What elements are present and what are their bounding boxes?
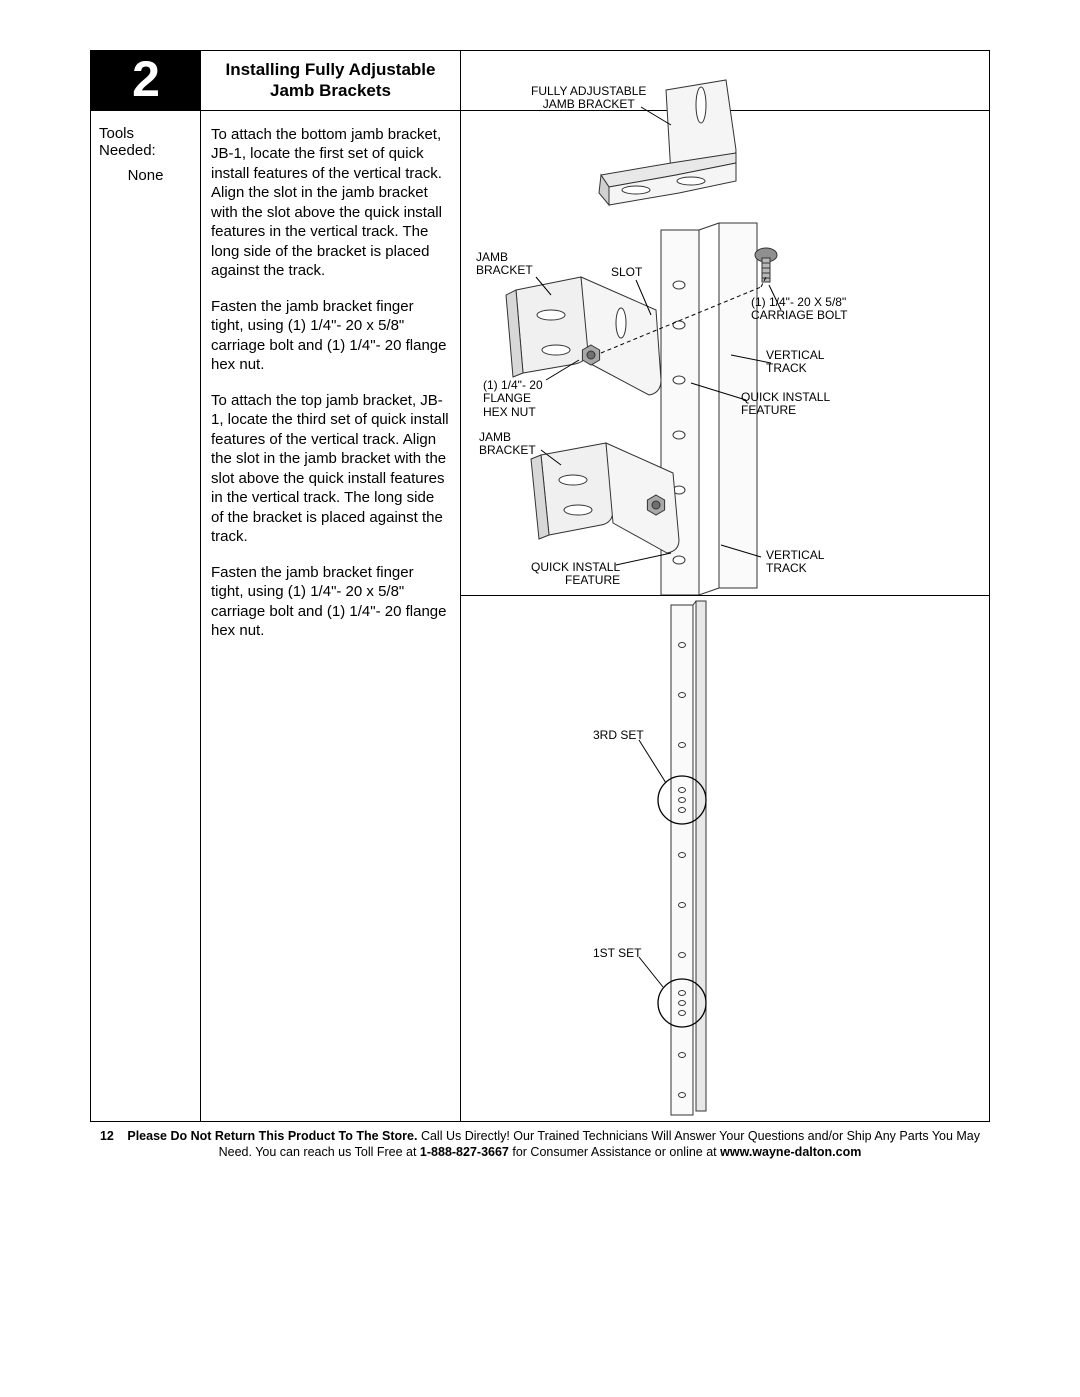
footer-phone: 1-888-827-3667 bbox=[420, 1145, 509, 1159]
top-diagram-svg bbox=[461, 55, 981, 595]
label-quick-install-2: QUICK INSTALL FEATURE bbox=[531, 561, 620, 589]
label-jamb-bracket: JAMB BRACKET bbox=[476, 251, 533, 279]
label-3rd-set: 3RD SET bbox=[593, 729, 644, 743]
label-flange-hex-nut: (1) 1/4"- 20 FLANGE HEX NUT bbox=[483, 379, 543, 420]
diagram-column: FULLY ADJUSTABLE JAMB BRACKET JAMB BRACK… bbox=[461, 111, 989, 1121]
instructions-column: To attach the bottom jamb bracket, JB-1,… bbox=[201, 111, 461, 1121]
page-frame: 2 Installing Fully Adjustable Jamb Brack… bbox=[90, 50, 990, 1122]
footer-text2: for Consumer Assistance or online at bbox=[512, 1145, 720, 1159]
label-slot: SLOT bbox=[611, 266, 642, 280]
footer-bold1: Please Do Not Return This Product To The… bbox=[127, 1129, 417, 1143]
step-title-line2: Jamb Brackets bbox=[270, 81, 391, 100]
step-title: Installing Fully Adjustable Jamb Bracket… bbox=[201, 51, 461, 110]
body-row: Tools Needed: None To attach the bottom … bbox=[91, 111, 989, 1121]
step-title-line1: Installing Fully Adjustable bbox=[225, 60, 435, 79]
instruction-p2: Fasten the jamb bracket finger tight, us… bbox=[211, 297, 450, 375]
label-quick-install: QUICK INSTALL FEATURE bbox=[741, 391, 830, 419]
tools-column: Tools Needed: None bbox=[91, 111, 201, 1121]
bottom-diagram-svg bbox=[461, 595, 981, 1120]
label-1st-set: 1ST SET bbox=[593, 947, 641, 961]
label-vertical-track-2: VERTICAL TRACK bbox=[766, 549, 824, 577]
tools-label: Tools Needed: bbox=[99, 125, 192, 159]
instruction-p3: To attach the top jamb bracket, JB-1, lo… bbox=[211, 391, 450, 547]
tools-value: None bbox=[99, 167, 192, 184]
label-vertical-track: VERTICAL TRACK bbox=[766, 349, 824, 377]
footer-url: www.wayne-dalton.com bbox=[720, 1145, 861, 1159]
instruction-p4: Fasten the jamb bracket finger tight, us… bbox=[211, 563, 450, 641]
page-number: 12 bbox=[100, 1129, 114, 1143]
label-fully-adj: FULLY ADJUSTABLE JAMB BRACKET bbox=[531, 85, 646, 113]
instruction-p1: To attach the bottom jamb bracket, JB-1,… bbox=[211, 125, 450, 281]
label-carriage-bolt: (1) 1/4"- 20 X 5/8" CARRIAGE BOLT bbox=[751, 296, 847, 324]
footer: 12 Please Do Not Return This Product To … bbox=[90, 1128, 990, 1162]
label-jamb-bracket-2: JAMB BRACKET bbox=[479, 431, 536, 459]
step-number: 2 bbox=[91, 51, 201, 110]
